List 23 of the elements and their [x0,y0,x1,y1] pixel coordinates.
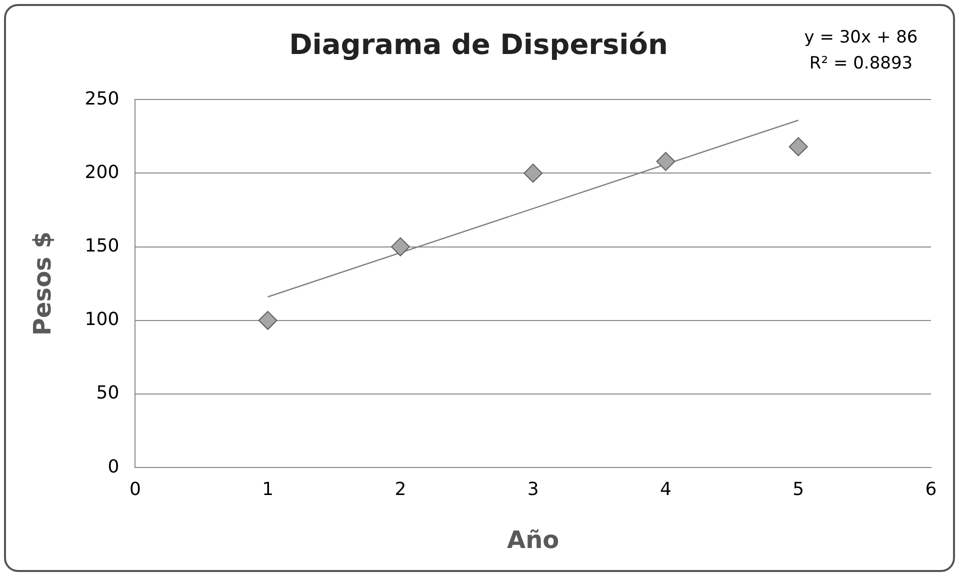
x-tick-label: 3 [527,479,539,500]
point [258,310,278,330]
x-tick-label: 1 [262,479,274,500]
text: y = 30x + 86 [804,27,918,48]
x-tick-label: 6 [925,479,937,500]
point [524,164,543,183]
text: R² = 0.8893 [809,53,913,74]
x-tick-label: 4 [660,479,672,500]
x-tick-label: 0 [129,479,141,500]
x-tick-label: 2 [394,479,406,500]
y-tick-label: 200 [84,162,120,183]
y-tick-label: 150 [84,235,120,256]
point [656,152,676,171]
y-tick-label: 0 [108,456,120,478]
y-tick-label: 50 [96,382,120,404]
x-axis-title: Año [507,526,560,554]
y-tick-label: 250 [84,88,120,110]
point [788,137,808,156]
point [390,237,410,256]
x-tick-label: 5 [792,479,804,500]
y-tick-label: 100 [84,309,120,330]
chart-title: Diagrama de Dispersión [289,28,668,62]
y-axis-title: Pesos $ [28,232,57,336]
